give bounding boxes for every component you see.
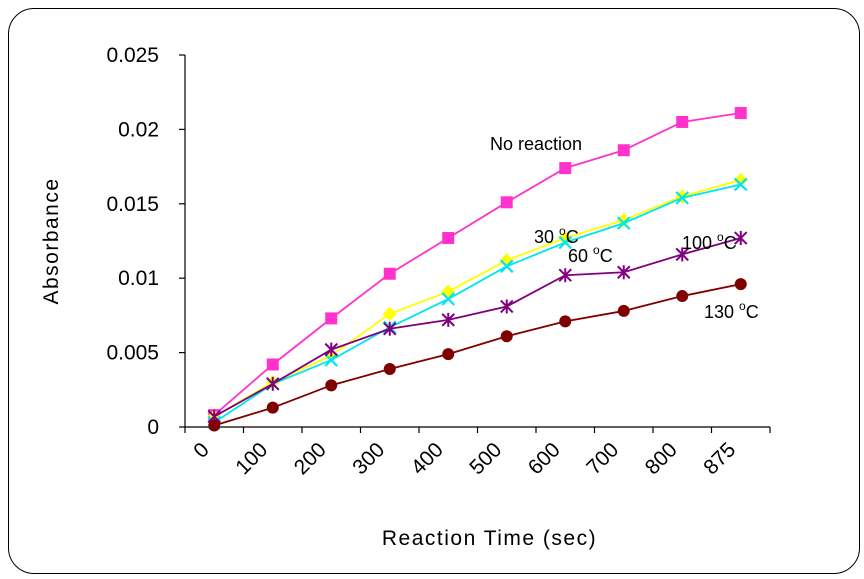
data-point — [616, 216, 631, 230]
series-line — [213, 183, 741, 424]
data-point — [558, 235, 573, 250]
data-point — [383, 321, 397, 336]
data-point — [442, 348, 455, 361]
data-point — [383, 362, 396, 375]
x-tick-label: 0 — [189, 438, 214, 463]
series-3 — [207, 231, 748, 424]
x-tick-label: 600 — [524, 438, 565, 479]
data-point — [266, 401, 279, 414]
data-point — [208, 419, 221, 432]
series-layer — [207, 107, 748, 432]
series-annotation: 100 oC — [682, 230, 737, 253]
x-tick-label: 875 — [699, 438, 740, 479]
data-point — [324, 353, 339, 367]
series-line — [213, 237, 741, 418]
data-point — [383, 267, 396, 280]
data-point — [500, 196, 513, 209]
series-annotation: 30 oC — [534, 224, 579, 247]
x-tick-label: 300 — [348, 438, 389, 479]
data-point — [441, 312, 455, 327]
data-point — [500, 330, 513, 343]
data-point — [325, 379, 338, 392]
series-annotation: No reaction — [490, 134, 582, 154]
chart-frame — [8, 8, 860, 574]
data-point — [442, 232, 455, 245]
data-point — [325, 312, 338, 325]
x-tick-label: 100 — [231, 438, 272, 479]
series-annotation: 130 oC — [704, 299, 759, 322]
x-axis-title: Reaction Time (sec) — [382, 527, 597, 550]
data-point — [617, 144, 630, 157]
series-1 — [207, 172, 748, 424]
data-point — [559, 315, 572, 328]
data-point — [617, 265, 631, 280]
series-line — [213, 112, 741, 416]
x-tick-label: 400 — [407, 438, 448, 479]
data-point — [617, 304, 630, 317]
x-tick-label: 700 — [582, 438, 623, 479]
data-point — [675, 191, 690, 205]
data-point — [558, 268, 572, 283]
series-2 — [207, 177, 748, 430]
y-tick-label: 0.02 — [118, 118, 159, 141]
y-axis: 0 0.005 0.01 0.015 0.02 0.025 — [106, 44, 186, 439]
y-tick-label: 0.01 — [118, 267, 159, 290]
y-tick-label: 0.025 — [106, 44, 159, 67]
series-4 — [208, 278, 747, 432]
data-point — [500, 299, 514, 314]
y-axis-title: Absorbance — [40, 177, 63, 304]
data-point — [676, 290, 689, 303]
data-point — [734, 231, 748, 246]
y-tick-label: 0 — [147, 416, 159, 439]
data-point — [266, 358, 279, 371]
data-point — [734, 107, 747, 120]
data-point — [733, 177, 748, 192]
data-point — [734, 278, 747, 291]
data-point — [441, 292, 456, 306]
x-tick-label: 500 — [465, 438, 506, 479]
data-point — [324, 342, 338, 357]
series-line — [213, 283, 741, 427]
x-axis: 0 100 200 300 400 500 600 700 800 875 — [184, 426, 771, 479]
data-point — [559, 162, 572, 175]
series-annotation: 60 oC — [568, 243, 613, 266]
y-tick-label: 0.005 — [106, 342, 159, 365]
x-tick-label: 800 — [641, 438, 682, 479]
data-point — [675, 247, 689, 262]
data-point — [499, 259, 514, 274]
x-tick-label: 200 — [290, 438, 331, 479]
data-point — [733, 172, 748, 187]
y-tick-label: 0.015 — [106, 193, 159, 216]
data-point — [676, 115, 689, 128]
series-line — [213, 179, 741, 418]
data-point — [382, 306, 397, 321]
data-point — [266, 376, 280, 391]
